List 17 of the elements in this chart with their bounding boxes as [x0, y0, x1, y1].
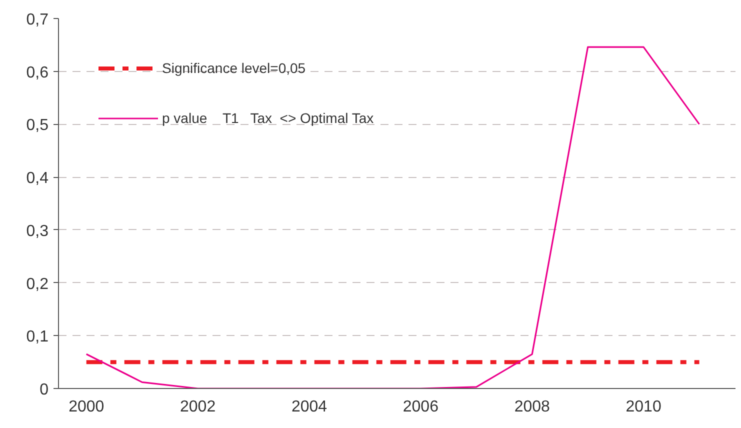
- y-tick-label: 0,1: [26, 328, 49, 346]
- y-tick-label: 0,2: [26, 276, 49, 293]
- x-tick-label: 2010: [626, 398, 662, 416]
- y-tick-label: 0,7: [26, 12, 49, 28]
- line-series: [86, 46, 700, 388]
- y-tick-label: 0: [40, 382, 49, 398]
- y-tick-label: 0,6: [26, 64, 49, 82]
- x-tick-label: 2006: [402, 398, 439, 416]
- x-tick-label: 2000: [68, 398, 104, 416]
- legend-label: p value T1 Tax <> Optimal Tax: [162, 110, 374, 126]
- y-tick-label: 0,3: [26, 222, 49, 240]
- y-tick-label: 0,5: [26, 117, 49, 134]
- x-tick-label: 2004: [291, 398, 328, 416]
- x-tick-label: 2002: [180, 398, 216, 416]
- x-tick-label: 2008: [514, 398, 550, 416]
- legend-label: Significance level=0,05: [162, 60, 306, 76]
- y-tick-label: 0,4: [26, 170, 49, 188]
